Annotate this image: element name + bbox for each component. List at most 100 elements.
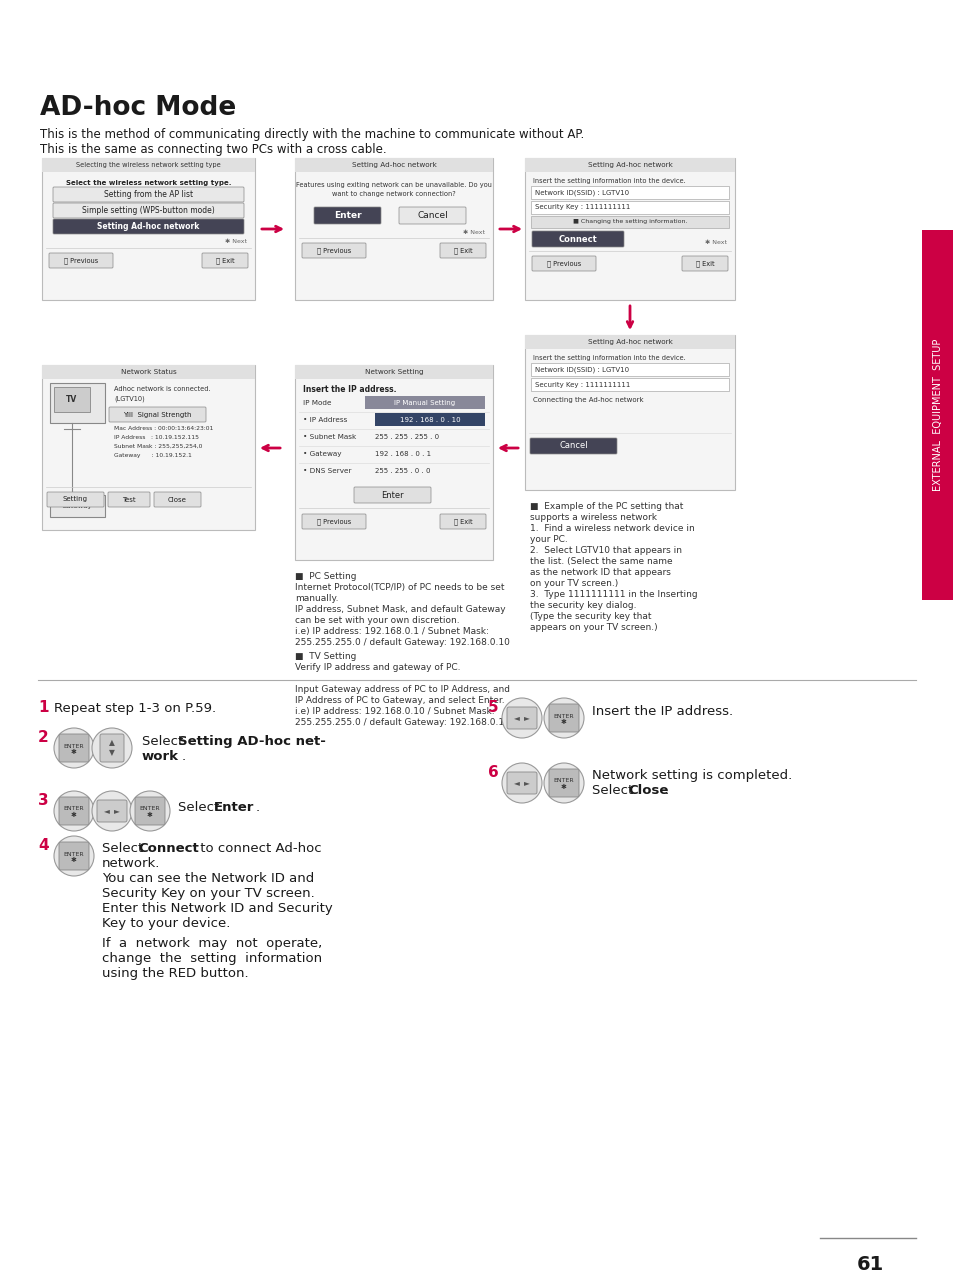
Text: Setting: Setting	[63, 496, 88, 502]
FancyBboxPatch shape	[524, 335, 734, 490]
Text: Network ID(SSID) : LGTV10: Network ID(SSID) : LGTV10	[535, 366, 628, 373]
Text: Select: Select	[102, 842, 148, 855]
Text: ENTER: ENTER	[64, 851, 84, 856]
Text: Connecting the Ad-hoc network: Connecting the Ad-hoc network	[533, 397, 643, 403]
Text: • Gateway: • Gateway	[303, 452, 341, 457]
Text: Adhoc network is connected.: Adhoc network is connected.	[113, 385, 211, 392]
Text: Gateway: Gateway	[62, 502, 92, 509]
Circle shape	[543, 763, 583, 803]
FancyBboxPatch shape	[135, 798, 165, 826]
Text: Insert the setting information into the device.: Insert the setting information into the …	[533, 355, 685, 361]
Text: 3: 3	[38, 792, 49, 808]
Text: .: .	[255, 801, 260, 814]
Circle shape	[551, 422, 555, 426]
Text: • IP Address: • IP Address	[303, 417, 347, 424]
Text: Setting AD-hoc net-: Setting AD-hoc net-	[178, 735, 326, 748]
Text: Security Key on your TV screen.: Security Key on your TV screen.	[102, 887, 314, 901]
Text: 255.255.255.0 / default Gateway: 192.168.0.10: 255.255.255.0 / default Gateway: 192.168…	[294, 639, 509, 647]
Text: EXTERNAL  EQUIPMENT  SETUP: EXTERNAL EQUIPMENT SETUP	[932, 338, 942, 491]
FancyBboxPatch shape	[42, 158, 254, 172]
FancyBboxPatch shape	[202, 253, 248, 268]
Text: ►: ►	[523, 778, 529, 787]
Text: 2.  Select LGTV10 that appears in: 2. Select LGTV10 that appears in	[530, 546, 681, 555]
FancyBboxPatch shape	[524, 335, 734, 349]
FancyBboxPatch shape	[42, 365, 254, 379]
Text: 192 . 168 . 0 . 10: 192 . 168 . 0 . 10	[399, 416, 460, 422]
FancyBboxPatch shape	[97, 800, 127, 822]
Text: ▼: ▼	[109, 748, 114, 758]
Text: IP address, Subnet Mask, and default Gateway: IP address, Subnet Mask, and default Gat…	[294, 605, 505, 614]
Text: as the network ID that appears: as the network ID that appears	[530, 569, 670, 577]
Text: Security Key : 1111111111: Security Key : 1111111111	[535, 382, 630, 388]
Text: 255 . 255 . 255 . 0: 255 . 255 . 255 . 0	[375, 434, 438, 440]
FancyBboxPatch shape	[302, 514, 366, 529]
Text: (Type the security key that: (Type the security key that	[530, 612, 651, 621]
Text: 4: 4	[38, 838, 49, 854]
Circle shape	[54, 791, 94, 831]
Text: You can see the Network ID and: You can see the Network ID and	[102, 873, 314, 885]
Text: Close: Close	[627, 784, 668, 798]
Text: Gateway      : 10.19.152.1: Gateway : 10.19.152.1	[113, 453, 192, 458]
Text: Setting from the AP list: Setting from the AP list	[104, 190, 193, 198]
Text: ▲: ▲	[109, 739, 114, 748]
Text: 🔁 Previous: 🔁 Previous	[316, 518, 351, 525]
Text: Insert the setting information into the device.: Insert the setting information into the …	[533, 178, 685, 184]
FancyBboxPatch shape	[302, 243, 366, 258]
Text: ✱: ✱	[71, 812, 77, 818]
Text: IP Address of PC to Gateway, and select Enter.: IP Address of PC to Gateway, and select …	[294, 696, 504, 705]
Text: work: work	[142, 750, 179, 763]
Text: ◄: ◄	[104, 806, 110, 815]
FancyBboxPatch shape	[506, 772, 537, 794]
FancyBboxPatch shape	[532, 256, 596, 271]
FancyBboxPatch shape	[59, 734, 89, 762]
Text: IP Manual Setting: IP Manual Setting	[394, 399, 456, 406]
FancyBboxPatch shape	[59, 842, 89, 870]
Circle shape	[549, 416, 552, 420]
Text: ⎉ Exit: ⎉ Exit	[215, 257, 234, 263]
Text: ✱: ✱	[71, 857, 77, 862]
FancyBboxPatch shape	[108, 492, 150, 508]
FancyBboxPatch shape	[524, 158, 734, 300]
Text: 1.  Find a wireless network device in: 1. Find a wireless network device in	[530, 524, 694, 533]
Text: Subnet Mask : 255,255,254,0: Subnet Mask : 255,255,254,0	[113, 444, 202, 449]
Circle shape	[501, 698, 541, 738]
FancyBboxPatch shape	[531, 378, 728, 391]
FancyBboxPatch shape	[921, 230, 953, 600]
Text: ⎉ Exit: ⎉ Exit	[454, 247, 472, 254]
Text: Network Status: Network Status	[120, 369, 176, 375]
Text: to connect Ad-hoc: to connect Ad-hoc	[195, 842, 321, 855]
Text: Select: Select	[178, 801, 223, 814]
Circle shape	[543, 698, 583, 738]
Text: Setting Ad-hoc network: Setting Ad-hoc network	[587, 162, 672, 168]
Circle shape	[563, 410, 568, 415]
FancyBboxPatch shape	[294, 365, 493, 379]
FancyBboxPatch shape	[294, 158, 493, 172]
Text: 🔁 Previous: 🔁 Previous	[64, 257, 98, 263]
Text: Connect: Connect	[138, 842, 198, 855]
Text: change  the  setting  information: change the setting information	[102, 951, 322, 965]
Text: Test: Test	[122, 496, 135, 502]
Text: Features using exiting network can be unavailable. Do you: Features using exiting network can be un…	[295, 182, 492, 188]
Text: Enter: Enter	[213, 801, 254, 814]
Circle shape	[551, 410, 555, 413]
Text: Cancel: Cancel	[416, 211, 447, 220]
FancyBboxPatch shape	[53, 204, 244, 218]
Text: 2: 2	[38, 730, 49, 745]
FancyBboxPatch shape	[532, 232, 623, 247]
Circle shape	[54, 836, 94, 876]
Text: Network setting is completed.: Network setting is completed.	[592, 770, 791, 782]
FancyBboxPatch shape	[439, 514, 485, 529]
FancyBboxPatch shape	[49, 253, 112, 268]
Text: Yill  Signal Strength: Yill Signal Strength	[123, 412, 192, 417]
Text: Insert the IP address.: Insert the IP address.	[592, 705, 732, 717]
Text: (LGTV10): (LGTV10)	[113, 396, 145, 402]
FancyBboxPatch shape	[294, 158, 493, 300]
Text: ENTER: ENTER	[553, 714, 574, 719]
Text: ✱: ✱	[147, 812, 152, 818]
Text: AD-hoc Mode: AD-hoc Mode	[40, 95, 236, 121]
Text: ■ Changing the setting information.: ■ Changing the setting information.	[572, 220, 686, 224]
Text: supports a wireless network: supports a wireless network	[530, 513, 657, 522]
Text: ENTER: ENTER	[64, 744, 84, 748]
Text: Close: Close	[168, 496, 187, 502]
FancyBboxPatch shape	[53, 219, 244, 234]
